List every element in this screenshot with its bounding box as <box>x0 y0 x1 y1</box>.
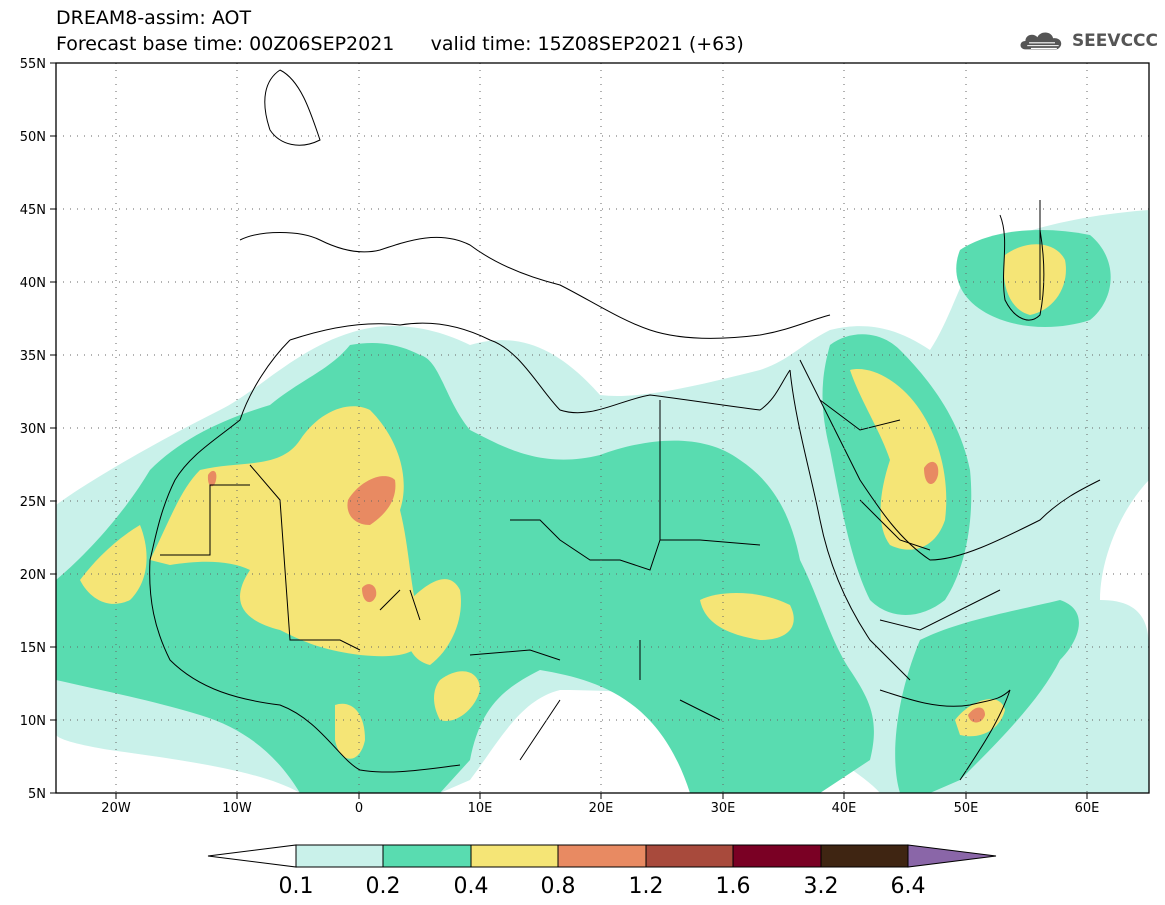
lon-label: 40E <box>832 801 857 816</box>
coastline-europe <box>239 232 831 339</box>
seevccc-logo: SEEVCCC <box>1018 26 1158 56</box>
graticule <box>56 63 1149 793</box>
lat-label: 25N <box>20 495 46 510</box>
coastline-north-africa <box>289 322 791 414</box>
colorbar-arrow-high <box>907 844 997 868</box>
lon-label: 30E <box>711 801 736 816</box>
aot-contour-0-8 <box>207 470 217 487</box>
coastline-red-sea <box>789 369 911 681</box>
colorbar-label: 0.8 <box>541 874 576 899</box>
colorbar-swatch <box>645 844 734 868</box>
colorbar-label: 0.2 <box>366 874 401 899</box>
lon-label: 20W <box>101 801 131 816</box>
lat-label: 50N <box>20 130 46 145</box>
coastlines <box>149 69 1101 781</box>
aot-contour-0-4 <box>700 593 794 640</box>
coastline-horn <box>879 689 1011 781</box>
lat-label: 40N <box>20 276 46 291</box>
aot-contour-0-8 <box>362 584 377 603</box>
colorbar-swatch <box>295 844 384 868</box>
aot-contour-0-2 <box>56 343 874 793</box>
coastline-arabia <box>799 359 1101 561</box>
map-subtitle: Forecast base time: 00Z06SEP2021 valid t… <box>56 33 744 55</box>
coastline-africa-west <box>149 339 461 773</box>
aot-contour-0-2 <box>895 600 1079 793</box>
lon-labels: 20W 10W 0 10E 20E 30E 40E 50E 60E <box>101 801 1099 816</box>
border-sahel <box>160 484 721 761</box>
colorbar-label: 3.2 <box>804 874 839 899</box>
colorbar-labels: 0.1 0.2 0.4 0.8 1.2 1.6 3.2 6.4 <box>279 874 926 899</box>
colorbar-label: 0.4 <box>454 874 489 899</box>
lat-label: 10N <box>20 714 46 729</box>
colorbar-swatch <box>557 844 647 868</box>
lat-label: 5N <box>28 787 46 802</box>
aot-contour-0-4 <box>850 369 947 550</box>
colorbar-label: 1.2 <box>629 874 664 899</box>
map-title: DREAM8-assim: AOT <box>56 7 252 29</box>
lat-labels: 55N 50N 45N 40N 35N 30N 25N 20N 15N 10N … <box>20 57 46 802</box>
border-mideast <box>819 200 1041 631</box>
aot-contour-0-4 <box>80 525 147 604</box>
colorbar-arrow-low <box>207 844 297 868</box>
aot-contour-0-4 <box>335 703 365 759</box>
cloud-icon <box>1020 32 1062 50</box>
colorbar-swatch <box>732 844 822 868</box>
coastline-caspian <box>999 214 1045 321</box>
aot-contour-0-8 <box>924 461 939 485</box>
colorbar-label: 6.4 <box>891 874 926 899</box>
aot-contour-0-4 <box>406 579 461 665</box>
colorbar-swatch <box>470 844 559 868</box>
colorbar-label: 1.6 <box>716 874 751 899</box>
colorbar-swatch <box>382 844 472 868</box>
lat-label: 15N <box>20 641 46 656</box>
colorbar <box>207 844 997 868</box>
coastline-britain <box>264 69 321 146</box>
lat-label: 20N <box>20 568 46 583</box>
lon-label: 50E <box>954 801 979 816</box>
lon-label: 0 <box>355 801 363 816</box>
colorbar-label: 0.1 <box>279 874 314 899</box>
axis-ticks <box>50 62 1088 799</box>
lon-label: 10W <box>222 801 252 816</box>
logo-text: SEEVCCC <box>1071 31 1158 51</box>
border-sahara <box>249 400 761 651</box>
aot-contour-0-4 <box>434 671 480 721</box>
lon-label: 20E <box>589 801 614 816</box>
lat-label: 55N <box>20 57 46 72</box>
aot-contour-0-4 <box>1003 244 1066 315</box>
lat-label: 35N <box>20 349 46 364</box>
lon-label: 10E <box>468 801 493 816</box>
colorbar-swatch <box>820 844 909 868</box>
lat-label: 45N <box>20 203 46 218</box>
lon-label: 60E <box>1075 801 1100 816</box>
lat-label: 30N <box>20 422 46 437</box>
aot-contour-0-4 <box>150 406 423 657</box>
aot-contour-0-8 <box>968 707 985 723</box>
